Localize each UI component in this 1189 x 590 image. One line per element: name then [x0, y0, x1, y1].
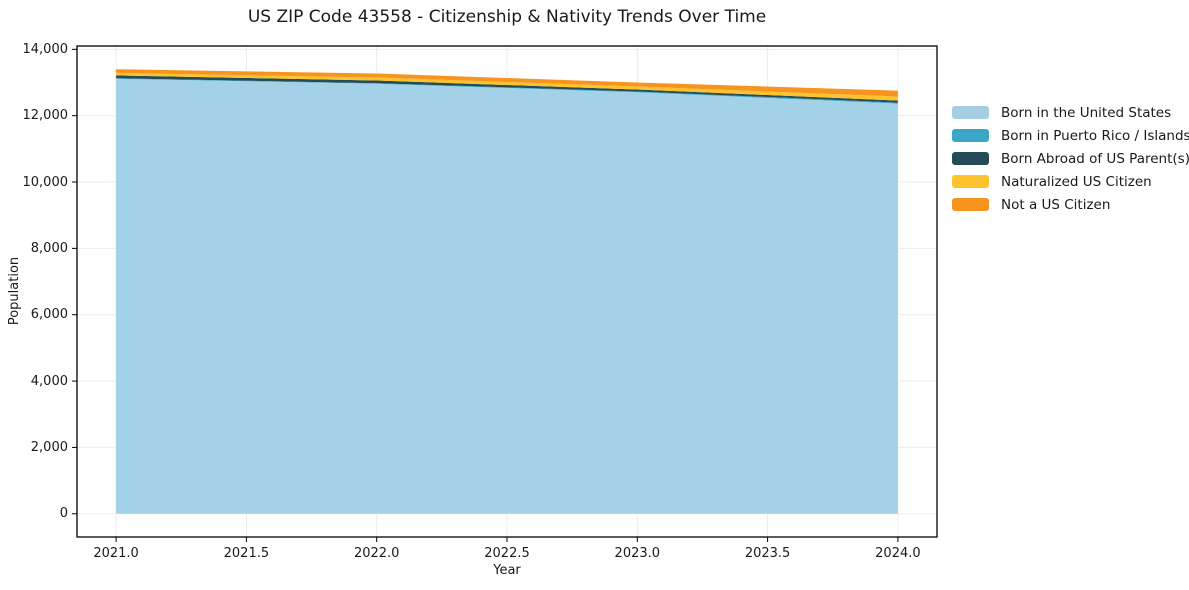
legend-item-0: Born in the United States [952, 104, 1189, 121]
area-series-0 [116, 78, 898, 514]
legend-swatch-icon [952, 106, 989, 119]
x-tick-label: 2022.0 [353, 546, 400, 561]
legend-label: Born Abroad of US Parent(s) [1001, 150, 1189, 167]
plot-border [76, 45, 938, 538]
legend-swatch-icon [952, 198, 989, 211]
y-tick-label: 2,000 [30, 439, 68, 455]
chart-title: US ZIP Code 43558 - Citizenship & Nativi… [247, 7, 767, 27]
x-tick-label: 2021.5 [223, 546, 270, 561]
y-tick-label: 14,000 [22, 41, 69, 57]
x-axis-label: Year [493, 563, 521, 578]
legend-swatch-icon [952, 175, 989, 188]
x-tick-label: 2022.5 [484, 546, 530, 561]
legend-item-4: Not a US Citizen [952, 196, 1189, 213]
x-tick-label: 2023.5 [744, 546, 791, 561]
y-tick-label: 8,000 [30, 240, 68, 256]
legend: Born in the United States Born in Puerto … [952, 104, 1189, 221]
y-tick-label: 10,000 [22, 174, 69, 190]
x-tick-label: 2024.0 [875, 546, 921, 561]
y-tick-label: 4,000 [30, 373, 68, 389]
y-tick-label: 0 [59, 506, 68, 522]
legend-label: Not a US Citizen [1001, 196, 1111, 213]
legend-label: Naturalized US Citizen [1001, 173, 1152, 190]
y-tick-label: 12,000 [22, 108, 69, 124]
area-series-3 [116, 72, 898, 101]
legend-item-2: Born Abroad of US Parent(s) [952, 150, 1189, 167]
area-series-2 [116, 75, 898, 103]
legend-item-1: Born in Puerto Rico / Islands [952, 127, 1189, 144]
y-tick-label: 6,000 [30, 307, 68, 323]
legend-label: Born in the United States [1001, 104, 1172, 121]
area-series-4 [116, 69, 898, 97]
legend-swatch-icon [952, 152, 989, 165]
legend-item-3: Naturalized US Citizen [952, 173, 1189, 190]
legend-swatch-icon [952, 129, 989, 142]
x-tick-label: 2023.0 [614, 546, 661, 561]
x-tick-label: 2021.0 [93, 546, 139, 561]
legend-label: Born in Puerto Rico / Islands [1001, 127, 1189, 144]
